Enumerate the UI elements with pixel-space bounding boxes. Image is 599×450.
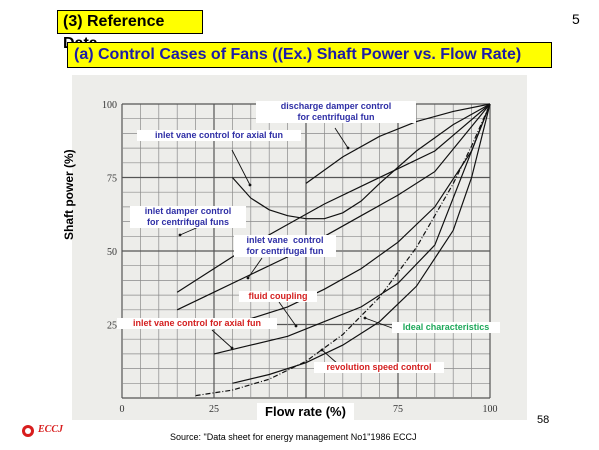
slide-number: 58 — [537, 414, 550, 426]
x-tick-label: 25 — [209, 404, 219, 415]
annotation-discharge-damper: discharge damper control for centrifugal… — [256, 101, 416, 123]
eccj-logo-icon — [22, 425, 34, 437]
x-tick-label: 0 — [120, 404, 125, 415]
leader-arrow — [178, 233, 182, 237]
series-line-2 — [231, 103, 491, 220]
logo-text: ECCJ — [38, 424, 64, 435]
annotation-ideal-characteristics: Ideal characteristics — [392, 322, 500, 333]
annotation-inlet-vane-axial-blue: inlet vane control for axial fun — [137, 130, 301, 141]
annotation-inlet-vane-axial-red: inlet vane control for axial fun — [117, 318, 277, 329]
y-tick-label: 25 — [107, 321, 117, 332]
leader-arrow — [246, 276, 250, 280]
leader-line — [321, 349, 339, 365]
x-tick-label: 100 — [483, 404, 498, 415]
leader-line — [247, 257, 263, 279]
chart-subtitle: (a) Control Cases of Fans ((Ex.) Shaft P… — [67, 42, 552, 68]
y-axis-label: Shaft power (%) — [62, 149, 76, 240]
series-line-1 — [305, 103, 491, 184]
leader-arrow — [363, 316, 367, 320]
section-title: (3) Reference Data — [57, 10, 203, 52]
series-line-7 — [232, 103, 491, 384]
annotation-revolution-speed: revolution speed control — [314, 362, 444, 373]
y-tick-label: 50 — [107, 247, 117, 258]
series-line-3 — [176, 103, 491, 293]
series-line-8 — [195, 103, 491, 397]
annotation-inlet-vane-centrifugal: inlet vane control for centrifugal fun — [234, 235, 336, 257]
annotation-inlet-damper: inlet damper control for centrifugal fun… — [130, 206, 246, 228]
leader-lines — [178, 127, 393, 365]
leader-arrow — [346, 146, 350, 150]
y-tick-label: 100 — [102, 100, 117, 111]
leader-line — [278, 301, 297, 327]
annotation-fluid-coupling: fluid coupling — [239, 291, 317, 302]
source-note: Source: "Data sheet for energy managemen… — [170, 432, 417, 442]
page-number: 5 — [572, 11, 580, 27]
series-line-6 — [213, 103, 491, 355]
leader-line — [211, 329, 233, 349]
leader-arrow — [294, 324, 298, 328]
leader-line — [334, 127, 349, 149]
leader-line — [364, 317, 393, 329]
leader-arrow — [248, 183, 252, 187]
x-tick-label: 75 — [393, 404, 403, 415]
series-line-5 — [213, 103, 491, 328]
leader-arrow — [320, 348, 324, 352]
x-axis-label: Flow rate (%) — [257, 403, 354, 421]
y-tick-label: 75 — [107, 174, 117, 185]
leader-arrow — [230, 346, 234, 350]
leader-line — [231, 149, 251, 186]
